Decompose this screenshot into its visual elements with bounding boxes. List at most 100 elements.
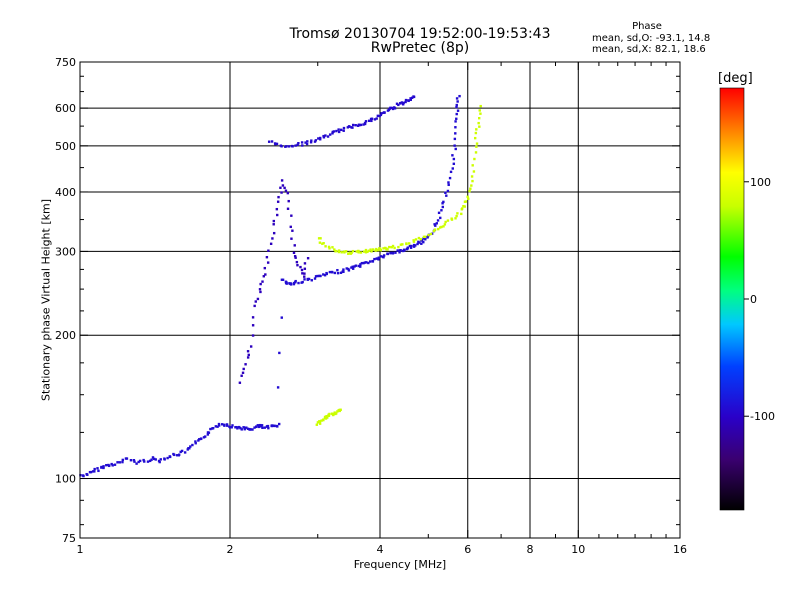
data-point — [197, 439, 200, 442]
data-point — [289, 282, 292, 285]
data-point — [455, 105, 458, 109]
data-point — [350, 251, 353, 255]
data-point — [448, 176, 452, 180]
data-point — [435, 222, 438, 225]
data-point — [330, 271, 334, 274]
data-point — [408, 244, 412, 248]
data-point — [304, 141, 307, 144]
data-point — [470, 175, 474, 178]
data-point — [412, 239, 415, 242]
data-point — [347, 267, 350, 271]
data-point — [314, 139, 318, 142]
data-point — [217, 422, 221, 426]
data-point — [158, 460, 161, 464]
data-point — [280, 191, 283, 194]
data-point — [433, 228, 437, 231]
data-point — [342, 268, 345, 271]
data-point — [283, 186, 286, 190]
data-point — [337, 130, 341, 134]
data-point — [255, 425, 258, 429]
data-point — [351, 126, 354, 129]
data-point — [238, 425, 241, 429]
data-point — [354, 124, 357, 127]
data-point — [292, 281, 296, 285]
data-point — [133, 460, 136, 463]
data-point — [251, 316, 255, 319]
data-point — [159, 458, 162, 461]
data-point — [391, 252, 395, 255]
data-point — [422, 235, 426, 239]
data-point — [142, 458, 145, 462]
data-point — [478, 125, 481, 128]
data-point — [146, 460, 150, 463]
phase-stats-o-line: mean, sd,O: -93.1, 14.8 — [592, 33, 711, 44]
data-point — [243, 426, 247, 429]
data-point — [280, 145, 283, 148]
data-point — [357, 251, 360, 254]
data-point — [194, 440, 197, 443]
data-point — [163, 458, 166, 461]
data-point — [276, 386, 280, 389]
data-point — [455, 214, 458, 218]
data-point — [125, 457, 129, 460]
data-point — [443, 223, 447, 226]
data-point — [240, 374, 243, 377]
data-point — [148, 459, 152, 463]
data-point — [407, 242, 411, 245]
data-point — [154, 458, 157, 461]
colorbar — [719, 87, 745, 511]
data-point — [414, 238, 418, 241]
data-point — [445, 194, 448, 197]
data-point — [265, 255, 269, 259]
data-point — [332, 130, 336, 133]
data-point — [180, 449, 184, 453]
y-tick-label: 75 — [62, 532, 76, 545]
data-point — [319, 274, 322, 278]
data-point — [380, 112, 383, 115]
data-point — [446, 219, 450, 222]
data-point — [168, 455, 172, 459]
data-point — [377, 256, 381, 259]
data-point — [393, 106, 396, 109]
data-point — [272, 223, 275, 226]
data-point — [437, 211, 441, 215]
data-point — [454, 217, 457, 220]
data-point — [455, 103, 458, 107]
data-point — [455, 97, 459, 100]
data-point — [254, 300, 257, 303]
data-point — [296, 143, 299, 146]
data-point — [450, 217, 453, 220]
data-point — [456, 100, 459, 103]
data-point — [93, 470, 96, 473]
data-point — [306, 277, 309, 281]
data-point — [340, 251, 343, 254]
data-point — [434, 224, 437, 227]
data-point — [474, 131, 478, 135]
data-point — [454, 147, 457, 151]
data-point — [191, 443, 194, 447]
data-point — [345, 267, 348, 270]
data-point — [456, 109, 460, 112]
x-axis-label: Frequency [MHz] — [353, 558, 447, 571]
data-point — [244, 363, 247, 366]
data-point — [375, 247, 378, 251]
data-point — [339, 271, 343, 274]
data-point — [359, 263, 362, 266]
data-point — [322, 273, 325, 276]
data-point — [280, 316, 283, 319]
data-point — [359, 123, 363, 127]
data-point — [469, 187, 472, 190]
data-point — [307, 277, 311, 281]
data-point — [295, 260, 299, 264]
data-point — [300, 268, 304, 272]
data-point — [452, 157, 456, 161]
data-point — [275, 142, 279, 146]
data-point — [294, 144, 297, 147]
data-point — [297, 142, 300, 145]
data-point — [479, 104, 482, 108]
data-point — [259, 290, 262, 294]
data-point — [317, 137, 320, 140]
data-point — [404, 98, 408, 102]
data-point — [273, 424, 276, 428]
chart-title-line2: RwPretec (8p) — [370, 40, 470, 56]
